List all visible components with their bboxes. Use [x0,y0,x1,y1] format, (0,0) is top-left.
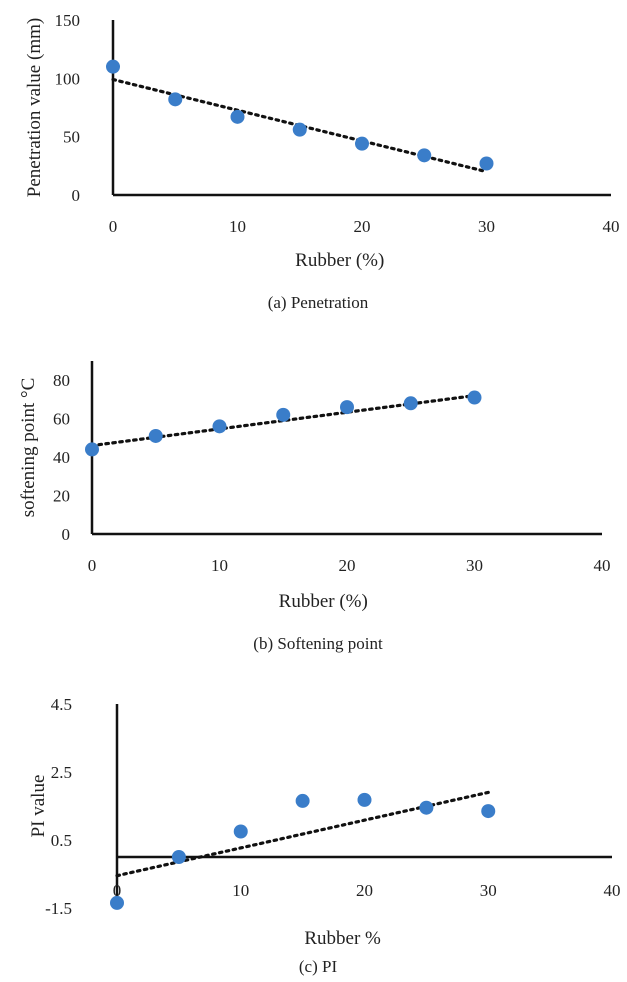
x-axis-title: Rubber (%) [279,591,368,612]
x-tick-label: 40 [604,881,621,900]
y-tick-label: 60 [53,410,70,429]
data-point [467,390,482,405]
pi-chart-panel: -1.5 0.5 2.5 4.5 0 10 20 30 40 PI value Rubber % (c… [0,690,627,982]
y-tick-label: 50 [63,128,80,147]
x-tick-label: 30 [466,556,483,575]
data-point [292,122,307,137]
x-tick-label: 0 [88,556,97,575]
data-point [106,59,120,74]
x-tick-label: 40 [594,556,611,575]
y-tick-label: 150 [55,11,81,30]
x-tick-label: 20 [356,881,373,900]
x-tick-label: 10 [232,881,249,900]
x-tick-label: 0 [109,217,118,236]
penetration-chart: 0 50 100 150 0 10 20 30 40 Penetration value (mm)… [24,11,620,312]
data-point [403,396,418,411]
data-point [295,793,310,808]
data-point [110,895,124,910]
x-tick-label: 30 [478,217,495,236]
y-axis-title: PI value [28,775,49,838]
x-tick-label: 10 [229,217,246,236]
figure-caption: (b) Softening point [253,634,383,653]
data-point [171,850,186,864]
pi-chart: -1.5 0.5 2.5 4.5 0 10 20 30 40 PI value Rubber % (c… [28,695,621,976]
x-tick-label: 30 [480,881,497,900]
x-tick-label: 10 [211,556,228,575]
y-tick-label: 4.5 [51,695,72,714]
penetration-chart-panel: 0 50 100 150 0 10 20 30 40 Penetration value (mm)… [0,0,627,320]
figure-caption: (c) PI [299,957,338,976]
y-tick-label: 100 [55,69,81,88]
data-point [481,804,496,819]
y-tick-label: 0 [72,186,81,205]
data-point [85,442,99,457]
x-tick-label: 40 [603,217,620,236]
data-point [419,800,434,815]
data-point [479,156,494,171]
softening-point-chart-panel: 0 20 40 60 80 0 10 20 30 40 softening point °C Rubb… [0,345,627,665]
x-tick-label: 0 [113,881,122,900]
figure-caption: (a) Penetration [268,293,369,312]
softening-point-chart: 0 20 40 60 80 0 10 20 30 40 softening point °C Rubb… [18,361,611,653]
data-point [233,824,248,839]
y-axis-title: softening point °C [18,378,39,518]
x-tick-label: 20 [354,217,371,236]
x-axis-title: Rubber % [304,928,381,949]
y-tick-label: 2.5 [51,763,72,782]
data-point [340,400,354,415]
data-point [212,419,227,434]
y-tick-label: 0 [62,525,71,544]
data-point [417,148,432,163]
y-axis-title: Penetration value (mm) [24,18,45,197]
x-tick-label: 20 [339,556,356,575]
y-tick-label: 0.5 [51,831,72,850]
y-tick-label: 80 [53,371,70,390]
data-point [168,92,183,107]
data-point [276,407,291,422]
data-point [355,136,369,151]
data-point [148,428,163,443]
x-axis-title: Rubber (%) [295,250,384,271]
data-point [230,109,245,124]
y-tick-label: -1.5 [45,899,72,918]
data-point [357,792,372,807]
y-tick-label: 40 [53,448,70,467]
y-tick-label: 20 [53,487,70,506]
